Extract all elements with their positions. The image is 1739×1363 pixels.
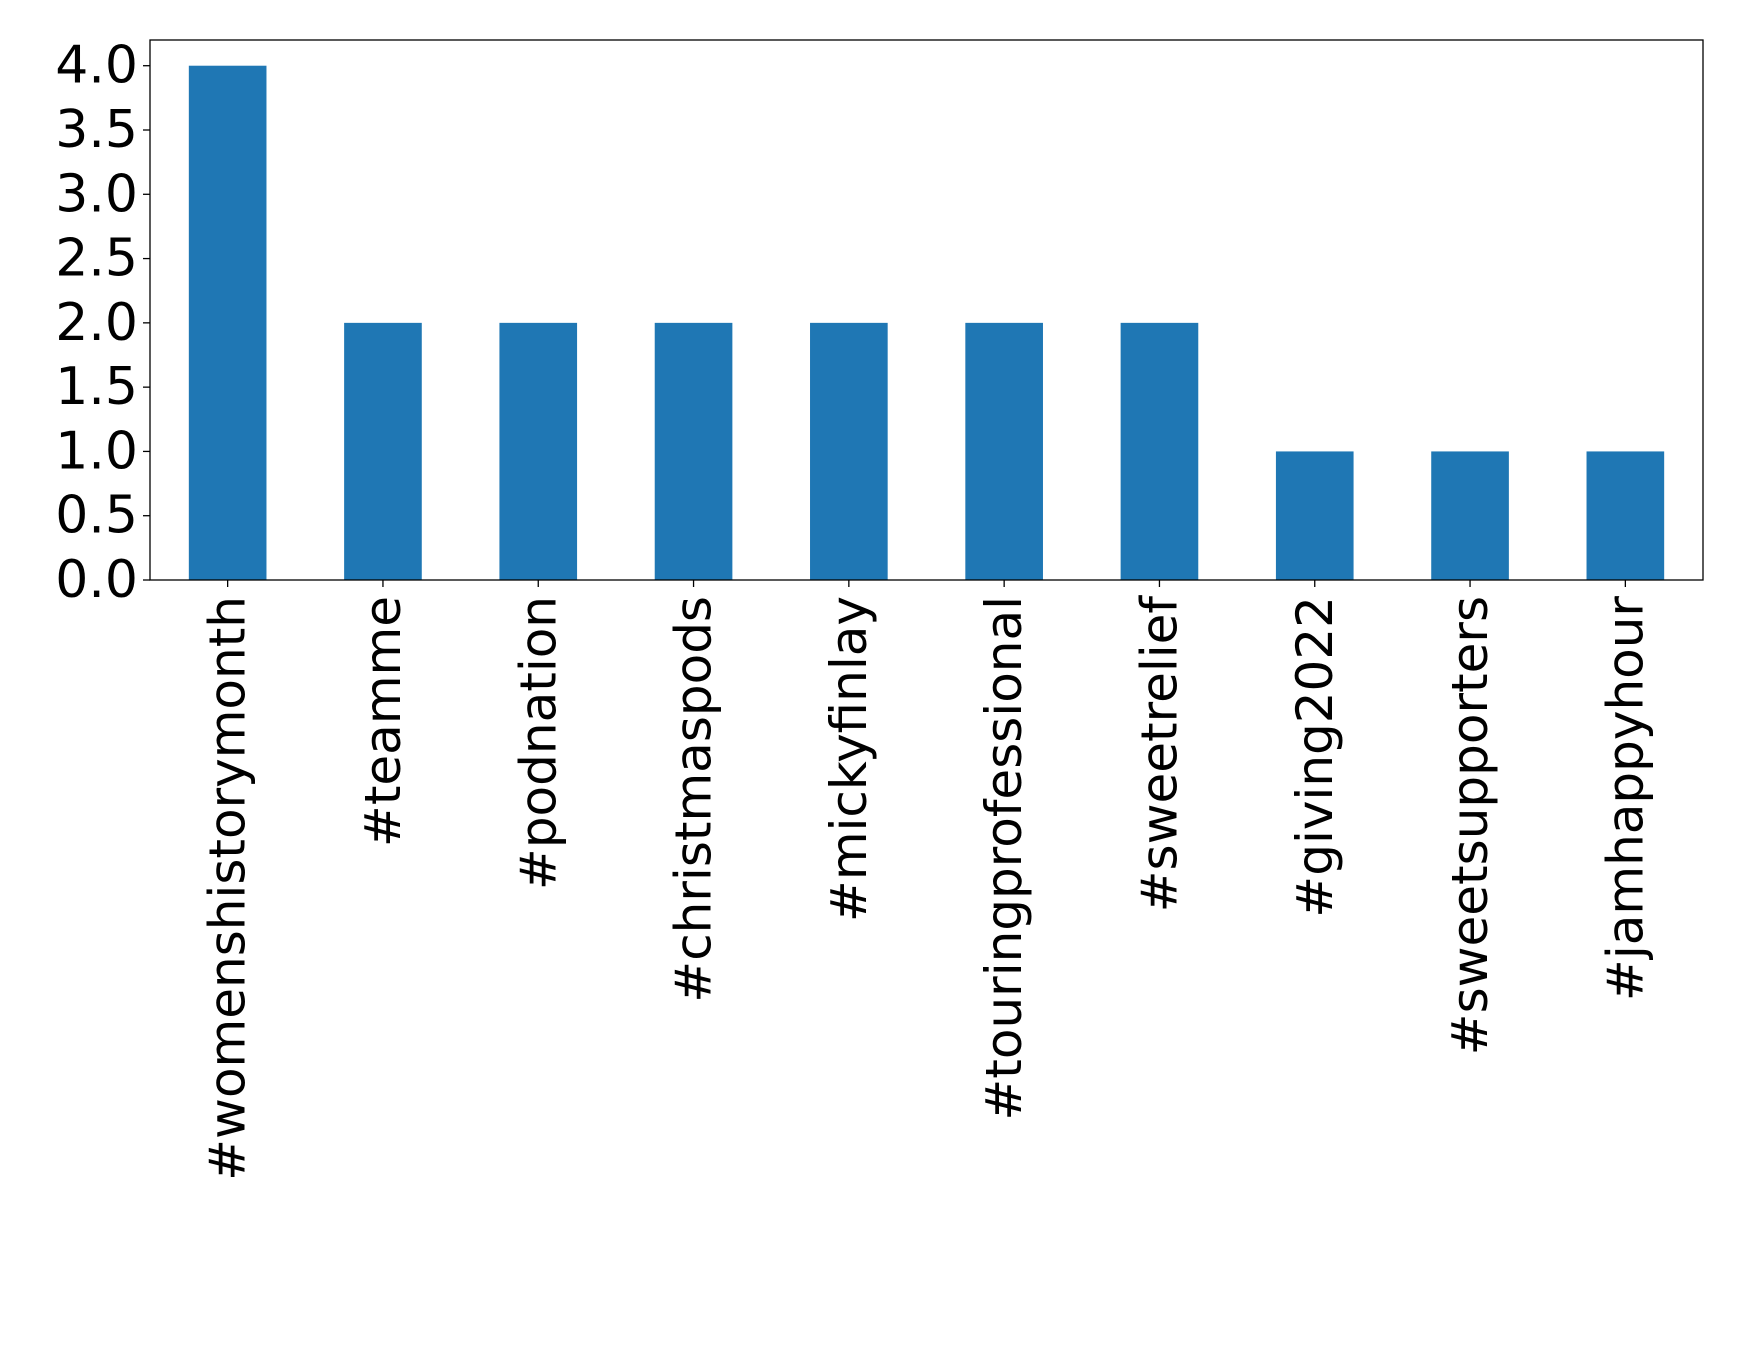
x-tick-label: #sweetrelief [1130,595,1188,913]
y-tick-label: 0.5 [55,486,138,546]
y-tick-label: 2.5 [55,229,138,289]
y-tick-label: 0.0 [55,550,138,610]
y-axis: 0.00.51.01.52.02.53.03.54.0 [55,36,150,610]
bar-podnation [499,322,578,580]
bar-sweetsupporters [1431,451,1509,580]
x-tick-label: #teamme [354,596,412,847]
x-tick-label: #giving2022 [1286,596,1344,918]
y-tick-label: 4.0 [55,36,138,96]
bars-layer [188,65,1665,580]
x-tick-label: #podnation [509,596,567,890]
bar-teamme [344,322,422,580]
x-axis: #womenshistorymonth #teamme #podnation #chr… [199,580,1654,1181]
x-tick-label: #christmaspods [665,596,723,1003]
bar-jamhappyhour [1586,451,1665,580]
bar-womenshistorymonth [188,65,267,580]
x-tick-label: #jamhappyhour [1596,596,1654,1001]
bar-touringprofessional [965,322,1043,580]
bar-sweetrelief [1120,322,1199,580]
y-tick-label: 1.0 [55,421,138,481]
y-tick-label: 3.5 [55,100,138,160]
plot-frame [149,39,1704,581]
bar-christmaspods [654,322,733,580]
x-tick-label: #touringprofessional [975,596,1033,1121]
x-tick-label: #womenshistorymonth [199,596,257,1181]
y-tick-label: 2.0 [55,293,138,353]
y-tick-label: 1.5 [55,357,138,417]
y-tick-label: 3.0 [55,164,138,224]
bar-giving2022 [1275,451,1354,580]
bar-mickyfinlay [810,322,888,580]
x-tick-label: #mickyfinlay [820,596,878,922]
x-tick-label: #sweetsupporters [1441,596,1499,1055]
